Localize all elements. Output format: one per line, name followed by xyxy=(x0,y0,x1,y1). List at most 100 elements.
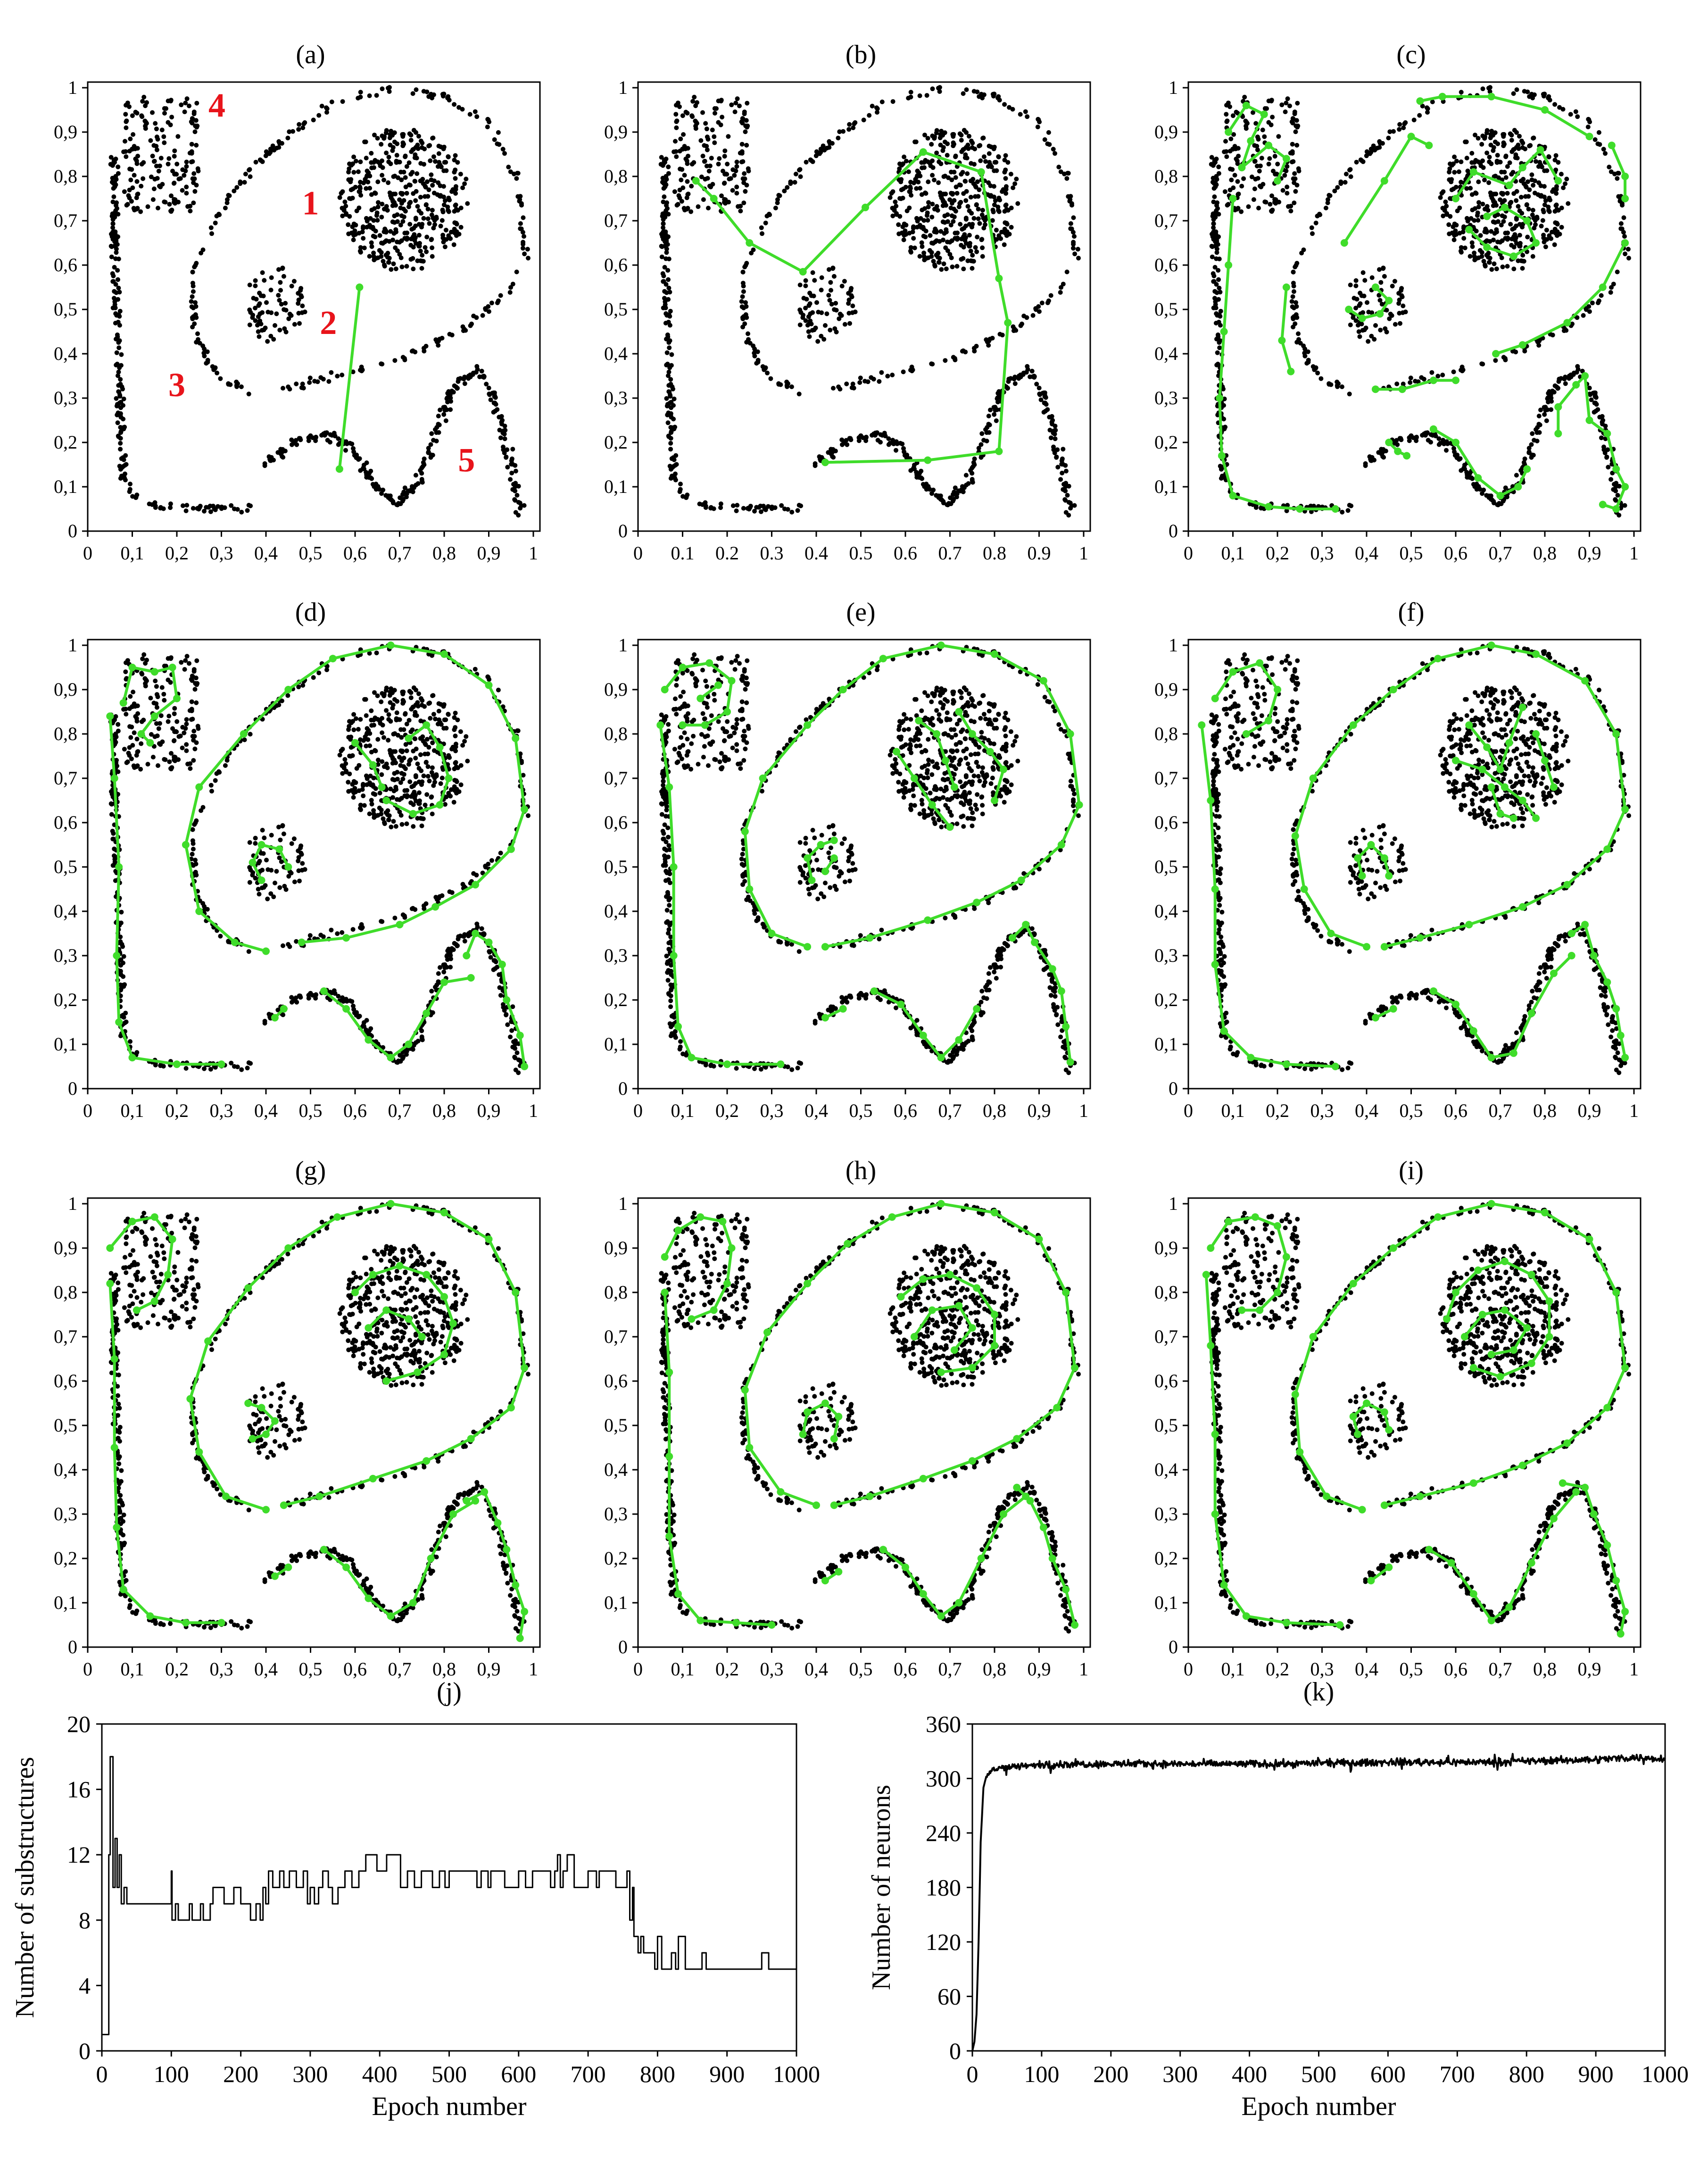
data-point xyxy=(1507,160,1512,165)
data-point xyxy=(666,277,671,282)
data-point xyxy=(465,758,470,764)
data-point xyxy=(253,283,258,288)
data-point xyxy=(369,150,374,156)
data-point xyxy=(429,237,434,242)
data-point xyxy=(1554,184,1559,189)
data-point xyxy=(913,139,919,144)
data-point xyxy=(1317,211,1322,217)
data-point xyxy=(752,508,757,514)
data-point xyxy=(1505,264,1510,269)
cluster-label: 4 xyxy=(208,87,225,125)
data-point xyxy=(1009,225,1014,230)
data-point xyxy=(1255,134,1260,140)
data-point xyxy=(509,470,514,475)
network-neuron xyxy=(1429,376,1437,384)
data-point xyxy=(408,690,414,695)
data-point xyxy=(1234,109,1239,115)
data-point xyxy=(1521,258,1526,264)
data-point xyxy=(418,718,423,724)
data-point xyxy=(377,791,382,796)
data-point xyxy=(268,287,274,292)
data-point xyxy=(945,153,950,158)
network-neuron xyxy=(1296,505,1304,513)
data-point xyxy=(296,127,301,132)
data-point xyxy=(1625,247,1631,252)
data-point xyxy=(744,304,749,309)
network-neuron xyxy=(1371,385,1379,393)
data-point xyxy=(300,861,305,866)
network-edge xyxy=(694,150,1010,464)
data-point xyxy=(664,235,670,241)
data-point xyxy=(952,198,957,203)
data-point xyxy=(1451,369,1456,375)
data-point xyxy=(984,439,989,443)
data-point xyxy=(115,268,120,273)
data-point xyxy=(920,482,926,487)
data-point xyxy=(934,228,939,233)
data-point xyxy=(1290,149,1295,154)
data-point xyxy=(661,221,666,226)
network-neuron xyxy=(1282,155,1290,163)
data-point xyxy=(262,835,267,841)
data-point xyxy=(1068,226,1073,231)
data-point xyxy=(128,136,133,142)
data-point xyxy=(831,274,837,279)
data-point xyxy=(159,127,165,133)
data-point xyxy=(990,92,995,97)
data-point xyxy=(348,734,354,740)
data-point xyxy=(707,163,713,168)
data-point xyxy=(168,122,173,127)
data-point xyxy=(1526,207,1531,212)
data-point xyxy=(386,180,391,185)
data-point xyxy=(441,202,447,208)
data-point xyxy=(411,191,416,196)
data-point xyxy=(420,222,425,227)
data-point xyxy=(115,361,120,366)
data-point xyxy=(150,110,155,115)
data-point xyxy=(410,91,415,96)
data-point xyxy=(192,687,198,692)
data-point xyxy=(1492,130,1498,135)
data-point xyxy=(1291,289,1296,294)
network-neuron xyxy=(1501,203,1509,211)
data-point xyxy=(991,184,996,189)
data-point xyxy=(114,250,119,255)
data-point xyxy=(807,301,813,306)
data-point xyxy=(141,160,146,165)
data-point xyxy=(912,245,917,250)
data-point xyxy=(462,381,467,386)
data-point xyxy=(273,881,277,885)
data-point xyxy=(173,171,178,176)
data-point xyxy=(1616,194,1621,199)
x-tick-label: 1 xyxy=(1079,542,1088,564)
data-point xyxy=(118,430,123,435)
data-point xyxy=(950,192,955,197)
data-point xyxy=(1012,375,1018,380)
data-point xyxy=(662,289,667,294)
y-tick-label: 0,8 xyxy=(54,166,77,187)
data-point xyxy=(681,206,687,211)
data-point xyxy=(415,258,420,263)
data-point xyxy=(118,447,123,452)
data-point xyxy=(908,249,913,254)
data-point xyxy=(1443,200,1448,204)
data-point xyxy=(923,191,929,196)
data-point xyxy=(1575,114,1580,119)
network-neuron xyxy=(821,458,829,466)
data-point xyxy=(685,179,690,184)
data-point xyxy=(1592,400,1597,406)
data-point xyxy=(260,310,265,315)
data-point xyxy=(257,334,262,339)
data-point xyxy=(300,303,305,308)
data-point xyxy=(922,256,928,261)
data-point xyxy=(1020,372,1026,377)
data-point xyxy=(380,158,384,163)
data-point xyxy=(394,229,398,234)
network-structure xyxy=(692,148,1012,466)
data-point xyxy=(132,173,137,178)
data-point xyxy=(439,722,444,727)
data-point xyxy=(283,887,289,892)
data-point xyxy=(422,146,427,151)
network-neuron xyxy=(1218,452,1226,460)
data-point xyxy=(525,247,530,252)
